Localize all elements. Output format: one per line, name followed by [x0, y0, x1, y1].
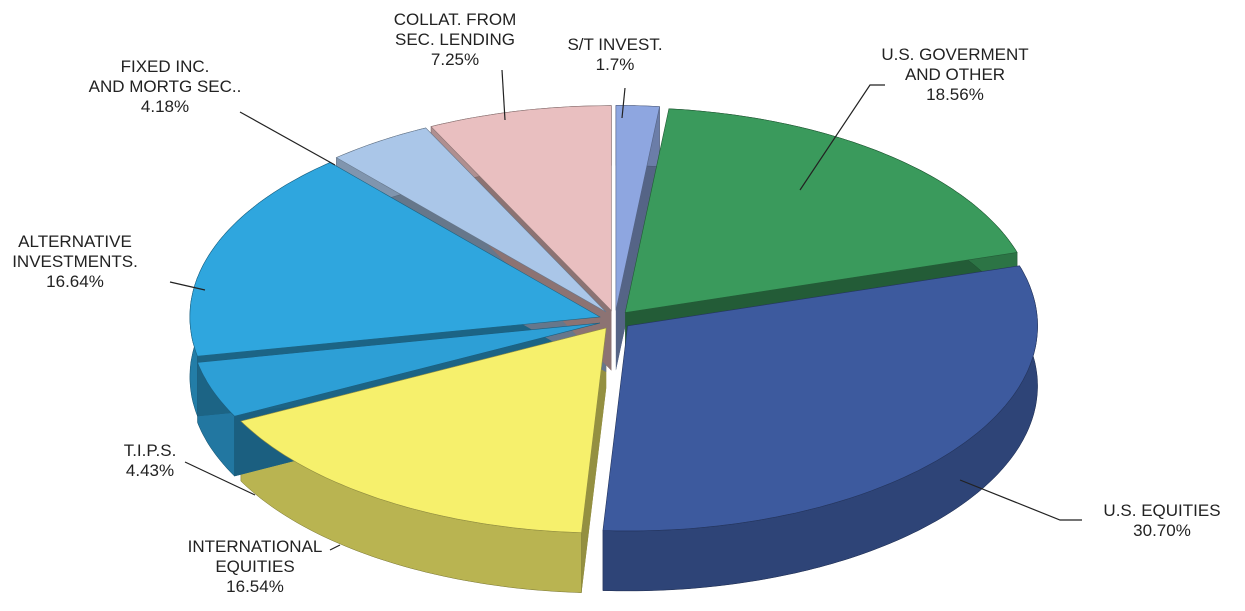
slice	[615, 105, 660, 311]
leader-line	[184, 461, 256, 496]
leader-line	[621, 87, 626, 119]
slice	[335, 127, 607, 313]
category-label: U.S. GOVERMENT AND OTHER	[881, 45, 1028, 84]
leader-line	[239, 111, 336, 166]
value-label: 16.64%	[46, 272, 104, 291]
slice	[197, 322, 600, 417]
leader-line	[169, 281, 206, 291]
slice	[430, 105, 612, 312]
category-label: T.I.P.S.	[124, 441, 177, 460]
value-label: 4.43%	[126, 461, 174, 480]
leader-line	[501, 69, 506, 121]
value-label: 4.18%	[141, 97, 189, 116]
slice-side	[581, 328, 607, 593]
category-label: S/T INVEST.	[567, 35, 662, 54]
category-label: FIXED INC. AND MORTG SEC..	[89, 57, 242, 96]
slice	[602, 265, 1038, 532]
category-label: INTERNATIONAL EQUITIES	[188, 537, 323, 576]
value-label: 1.7%	[596, 55, 635, 74]
value-label: 7.25%	[431, 50, 479, 69]
value-label: 18.56%	[926, 85, 984, 104]
slice	[189, 162, 601, 357]
leader-line	[329, 544, 341, 551]
value-label: 16.54%	[226, 577, 284, 596]
value-label: 30.70%	[1133, 521, 1191, 540]
leader-line	[959, 479, 1082, 521]
category-label: ALTERNATIVE INVESTMENTS.	[12, 232, 138, 271]
slice	[240, 327, 607, 534]
slice	[624, 108, 1018, 313]
category-label: COLLAT. FROM SEC. LENDING	[394, 10, 516, 49]
leader-line	[799, 84, 885, 191]
category-label: U.S. EQUITIES	[1103, 501, 1220, 520]
